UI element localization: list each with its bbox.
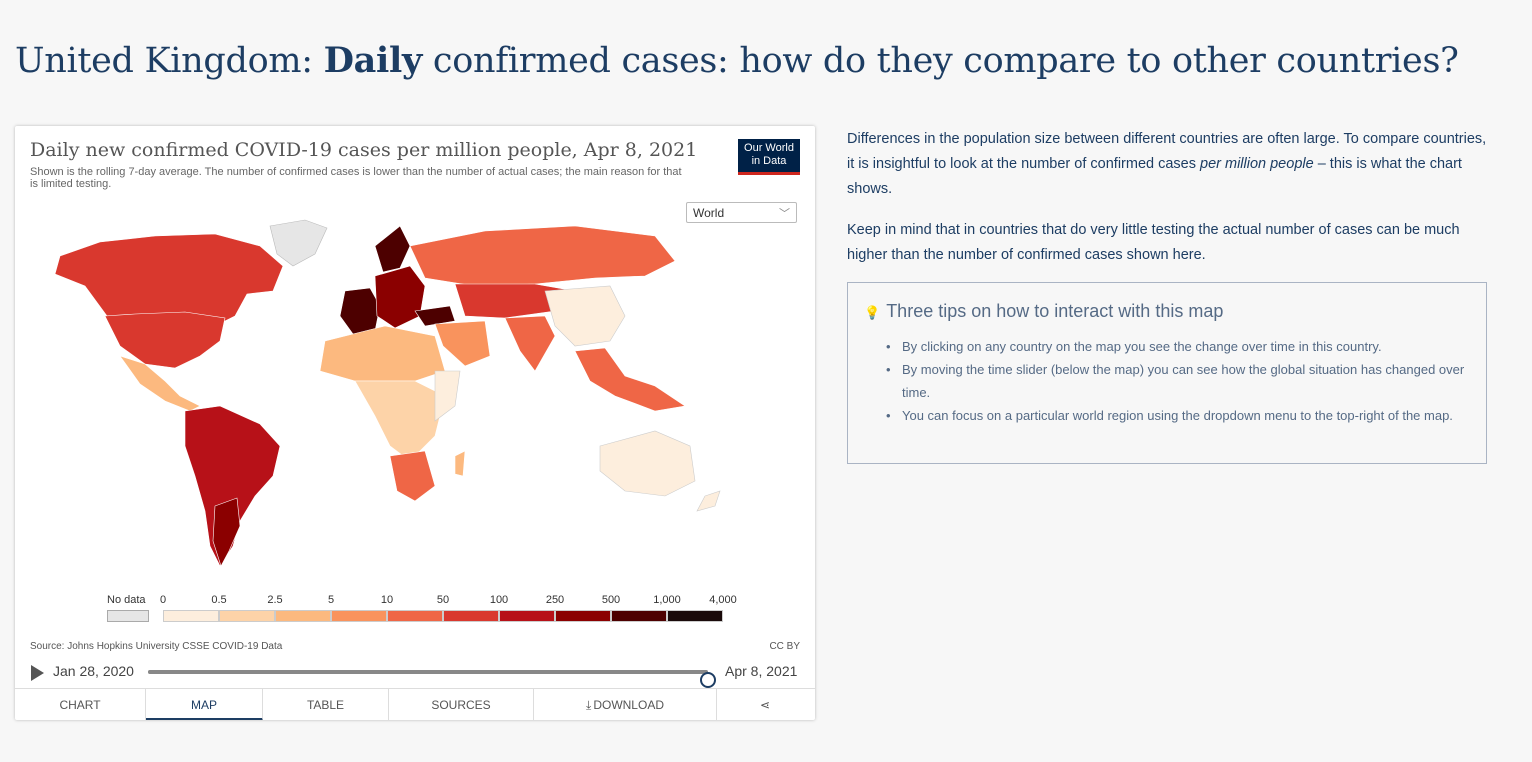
map-region-east-africa <box>434 370 461 422</box>
timeline-start-date: Jan 28, 2020 <box>53 663 134 679</box>
legend-bin[interactable] <box>163 610 219 622</box>
legend-tick-label: 1,000 <box>653 594 681 606</box>
tips-list: By clicking on any country on the map yo… <box>886 335 1472 427</box>
map-region-new-zealand <box>696 490 721 512</box>
map-region-china <box>544 285 626 347</box>
map-region-argentina <box>212 497 241 567</box>
lightbulb-icon: 💡 <box>864 305 881 320</box>
tab-table[interactable]: TABLE <box>263 689 389 720</box>
world-map[interactable] <box>15 206 815 586</box>
chart-license[interactable]: CC BY <box>769 641 800 652</box>
legend-tick-label: 50 <box>436 594 450 606</box>
tab-chart[interactable]: CHART <box>15 689 146 720</box>
legend-tick-label: 0 <box>159 594 167 606</box>
chart-subtitle: Shown is the rolling 7-day average. The … <box>30 166 682 190</box>
legend-tick-label: 5 <box>327 594 335 606</box>
chart-source: Source: Johns Hopkins University CSSE CO… <box>30 641 283 652</box>
timeline-track-fill <box>148 670 708 674</box>
share-icon: ⋖ <box>759 698 771 712</box>
explanation-paragraph-2: Keep in mind that in countries that do v… <box>847 222 1460 263</box>
legend-tick-label: 0.5 <box>211 594 227 606</box>
map-region-europe-west <box>339 287 381 335</box>
tab-download[interactable]: ⤓ DOWNLOAD <box>534 689 717 720</box>
legend-bin[interactable] <box>219 610 275 622</box>
map-region-europe-central <box>374 265 426 329</box>
map-region-north-africa <box>319 325 446 382</box>
map-region-australia <box>599 430 696 497</box>
map-region-central-africa <box>354 380 446 462</box>
tab-sources[interactable]: SOURCES <box>389 689 534 720</box>
tips-box: 💡 Three tips on how to interact with this… <box>847 282 1487 464</box>
legend-tick-label: 4,000 <box>709 594 737 606</box>
legend-bin[interactable] <box>667 610 723 622</box>
map-region-scandinavia <box>374 225 411 273</box>
tip-item: By clicking on any country on the map yo… <box>886 335 1472 358</box>
map-region-india <box>504 315 556 372</box>
map-region-se-asia <box>574 347 686 412</box>
legend-tick-label: 2.5 <box>267 594 283 606</box>
legend-nodata-label: No data <box>107 594 146 606</box>
tip-item: By moving the time slider (below the map… <box>886 358 1472 404</box>
time-slider[interactable]: Jan 28, 2020 Apr 8, 2021 <box>30 661 800 688</box>
download-icon: ⤓ <box>586 698 592 712</box>
tab-map[interactable]: MAP <box>146 689 263 720</box>
timeline-end-date: Apr 8, 2021 <box>725 663 798 679</box>
map-region-mexico <box>119 355 201 412</box>
legend-tick-label: 250 <box>545 594 565 606</box>
legend-bin[interactable] <box>387 610 443 622</box>
owid-logo[interactable]: Our World in Data <box>738 139 800 175</box>
chevron-down-icon: ﹀ <box>779 208 790 220</box>
legend-nodata-swatch <box>107 610 149 622</box>
legend-bin[interactable] <box>275 610 331 622</box>
timeline-track[interactable] <box>148 670 716 688</box>
legend-tick-label: 500 <box>601 594 621 606</box>
legend-tick-label: 10 <box>380 594 394 606</box>
page-title: United Kingdom: Daily confirmed cases: h… <box>15 40 1459 81</box>
chart-tabs: CHART MAP TABLE SOURCES ⤓ DOWNLOAD ⋖ <box>15 688 815 720</box>
legend-bin[interactable] <box>611 610 667 622</box>
map-region-turkey <box>414 305 456 327</box>
map-region-greenland <box>269 219 328 267</box>
share-button[interactable]: ⋖ <box>717 689 815 720</box>
chart-title: Daily new confirmed COVID-19 cases per m… <box>30 139 698 161</box>
explanation-paragraph-1: Differences in the population size betwe… <box>847 131 1487 197</box>
legend-bin[interactable] <box>331 610 387 622</box>
explanation-text: Differences in the population size betwe… <box>847 127 1487 284</box>
tip-item: You can focus on a particular world regi… <box>886 404 1472 427</box>
legend-bin[interactable] <box>499 610 555 622</box>
region-dropdown[interactable]: World ﹀ <box>686 202 797 223</box>
timeline-handle[interactable] <box>700 672 716 688</box>
map-region-usa <box>104 311 226 369</box>
map-region-southern-africa <box>389 450 436 502</box>
legend-tick-label: 100 <box>489 594 509 606</box>
map-region-middle-east <box>434 320 491 367</box>
play-icon[interactable] <box>31 665 44 681</box>
legend-bin[interactable] <box>443 610 499 622</box>
map-region-russia <box>409 225 676 287</box>
map-region-madagascar <box>454 450 466 477</box>
legend-bin[interactable] <box>555 610 611 622</box>
chart-card: Daily new confirmed COVID-19 cases per m… <box>15 126 815 720</box>
tips-title: 💡 Three tips on how to interact with this… <box>864 301 1224 321</box>
